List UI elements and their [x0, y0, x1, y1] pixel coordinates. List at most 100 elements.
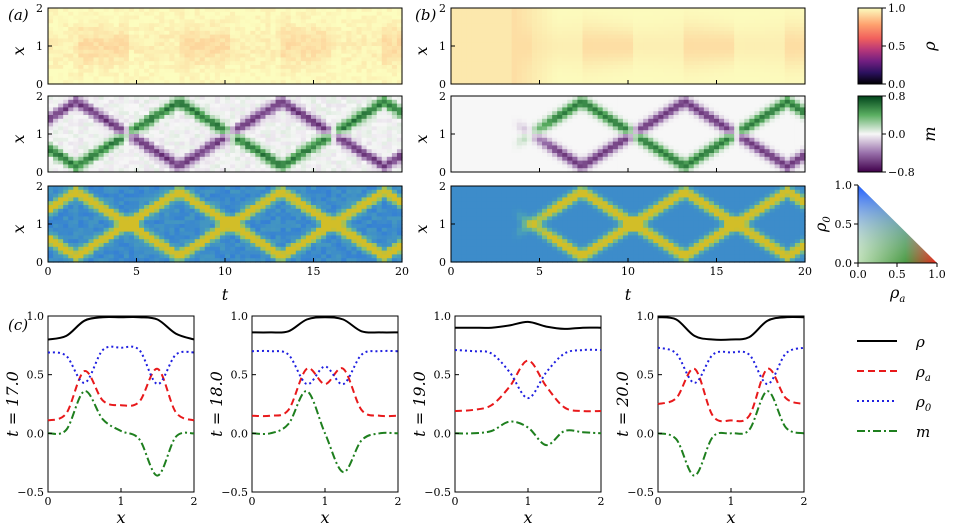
heatmap-cell	[235, 53, 241, 58]
heatmap-cell	[159, 197, 165, 202]
heatmap-cell	[290, 201, 297, 206]
heatmap-cell	[341, 111, 347, 116]
heatmap-cell	[321, 49, 327, 55]
heatmap-cell	[341, 137, 347, 143]
heatmap-cell	[184, 224, 191, 229]
heatmap-cell	[285, 164, 292, 169]
heatmap-cell	[139, 38, 145, 43]
heatmap-cell	[149, 156, 155, 162]
heatmap-cell	[164, 11, 170, 17]
heatmap-cell	[245, 254, 251, 259]
heatmap-cell	[149, 250, 155, 255]
heatmap-cell	[260, 197, 267, 202]
heatmap-cell	[386, 122, 393, 127]
heatmap-cell	[149, 243, 155, 248]
heatmap-cell	[154, 153, 160, 158]
heatmap-cell	[255, 246, 261, 252]
heatmap-cell	[204, 46, 211, 51]
heatmap-cell	[68, 15, 74, 20]
heatmap-cell	[78, 130, 84, 135]
heatmap-cell	[53, 23, 59, 28]
heatmap-cell	[139, 137, 145, 143]
heatmap-cell	[98, 23, 105, 28]
heatmap-cell	[68, 246, 74, 252]
heatmap-cell	[103, 126, 110, 131]
heatmap-cell	[149, 61, 155, 66]
heatmap-cell	[521, 23, 528, 28]
heatmap-cell	[78, 115, 84, 120]
heatmap-cell	[139, 156, 145, 162]
heatmap-cell	[118, 65, 125, 70]
heatmap-cell	[516, 46, 523, 51]
heatmap-cell	[341, 201, 347, 206]
heatmap-cell	[255, 220, 261, 225]
heatmap-cell	[88, 130, 95, 135]
heatmap-cell	[331, 197, 337, 202]
heatmap-cell	[336, 96, 342, 101]
heatmap-cell	[108, 224, 115, 229]
heatmap-cell	[159, 160, 165, 165]
heatmap-cell	[396, 160, 403, 165]
heatmap-cell	[316, 103, 322, 108]
heatmap-cell	[305, 208, 312, 214]
heatmap-cell	[219, 145, 226, 150]
heatmap-cell	[577, 61, 584, 66]
heatmap-cell	[270, 231, 277, 236]
heatmap-cell	[587, 30, 594, 36]
heatmap-cell	[179, 111, 186, 116]
heatmap-cell	[295, 250, 302, 255]
heatmap-cell	[225, 99, 231, 105]
heatmap-cell	[265, 145, 272, 150]
heatmap-cell	[78, 49, 84, 55]
heatmap-cell	[209, 212, 216, 217]
heatmap-cell	[58, 145, 64, 150]
heatmap-cell	[194, 103, 201, 108]
heatmap-cell	[204, 227, 211, 233]
heatmap-cell	[113, 224, 120, 229]
heatmap-cell	[225, 197, 231, 202]
heatmap-cell	[169, 168, 176, 173]
heatmap-cell	[48, 227, 54, 233]
heatmap-cell	[321, 168, 327, 173]
heatmap-cell	[128, 30, 135, 36]
heatmap-cell	[68, 96, 74, 101]
heatmap-cell	[542, 23, 548, 28]
heatmap-cell	[366, 99, 373, 105]
heatmap-cell	[386, 134, 393, 139]
heatmap-cell	[356, 42, 363, 47]
heatmap-cell	[83, 145, 90, 150]
heatmap-cell	[567, 65, 573, 70]
heatmap-cell	[491, 57, 498, 62]
heatmap-cell	[366, 46, 373, 51]
heatmap-cell	[366, 122, 373, 127]
heatmap-cell	[310, 254, 317, 259]
heatmap-cell	[73, 111, 79, 116]
heatmap-cell	[265, 164, 272, 169]
heatmap-cell	[103, 193, 110, 198]
heatmap-cell	[245, 57, 251, 62]
heatmap-cell	[103, 23, 110, 28]
heatmap-cell	[516, 65, 523, 70]
heatmap-cell	[240, 145, 246, 150]
heatmap-cell	[275, 38, 282, 43]
heatmap-cell	[118, 19, 125, 24]
heatmap-cell	[88, 38, 95, 43]
heatmap-cell	[73, 168, 79, 173]
heatmap-cell	[326, 254, 332, 259]
heatmap-cell	[547, 53, 553, 58]
heatmap-cell	[366, 149, 373, 154]
heatmap-cell	[250, 231, 256, 236]
heatmap-cell	[290, 42, 297, 47]
heatmap-cell	[496, 34, 503, 39]
heatmap-cell	[265, 156, 272, 162]
heatmap-cell	[133, 254, 140, 259]
heatmap-cell	[245, 243, 251, 248]
heatmap-cell	[93, 30, 100, 36]
heatmap-cell	[321, 65, 327, 70]
heatmap-cell	[557, 80, 563, 85]
heatmap-cell	[48, 53, 54, 58]
heatmap-cell	[118, 254, 125, 259]
heatmap-cell	[194, 153, 201, 158]
heatmap-cell	[164, 34, 170, 39]
heatmap-cell	[305, 130, 312, 135]
